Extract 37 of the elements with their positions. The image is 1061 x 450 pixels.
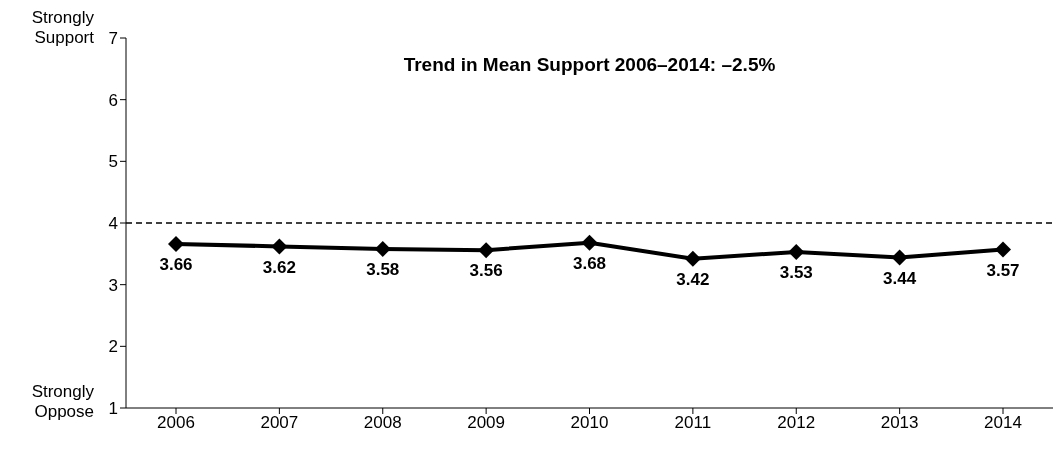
x-tick-label: 2014: [984, 413, 1022, 433]
point: [478, 242, 495, 259]
data-label: 3.53: [779, 263, 813, 283]
y-tick-label: 3: [108, 275, 118, 295]
x-tick-label: 2007: [260, 413, 299, 433]
x-tick-label: 2010: [570, 413, 609, 433]
y-tick-label: 7: [108, 29, 118, 49]
x-tick-label: 2013: [880, 413, 919, 433]
x-tick-label: 2006: [157, 413, 195, 433]
data-label: 3.62: [262, 257, 296, 277]
text: Strongly Support: [30, 8, 94, 48]
text: Strongly Oppose: [30, 382, 94, 422]
x-tick-label: 2011: [674, 413, 712, 433]
y-tick-label: 6: [108, 90, 118, 110]
point: [271, 238, 288, 255]
point: [788, 243, 805, 260]
data-label: 3.44: [883, 268, 917, 288]
point: [374, 240, 391, 257]
x-tick-label: 2012: [777, 413, 816, 433]
point: [891, 249, 908, 266]
point: [684, 250, 701, 267]
data-label: 3.56: [469, 261, 503, 281]
point: [995, 241, 1011, 258]
y-tick-label: 5: [108, 152, 118, 172]
y-tick-label: 2: [108, 337, 118, 357]
x-tick-label: 2009: [467, 413, 506, 433]
data-label: 3.68: [572, 253, 607, 273]
x-tick-label: 2008: [363, 413, 402, 433]
text: Trend in Mean Support 2006–2014: –2.5%: [402, 54, 777, 76]
data-label: 3.58: [366, 259, 400, 279]
data-label: 3.66: [159, 255, 193, 275]
point: [168, 235, 184, 252]
data-label: 3.57: [986, 260, 1020, 280]
y-tick-label: 1: [108, 399, 118, 419]
data-label: 3.42: [676, 269, 710, 289]
y-tick-label: 4: [108, 214, 118, 234]
point: [581, 234, 598, 251]
